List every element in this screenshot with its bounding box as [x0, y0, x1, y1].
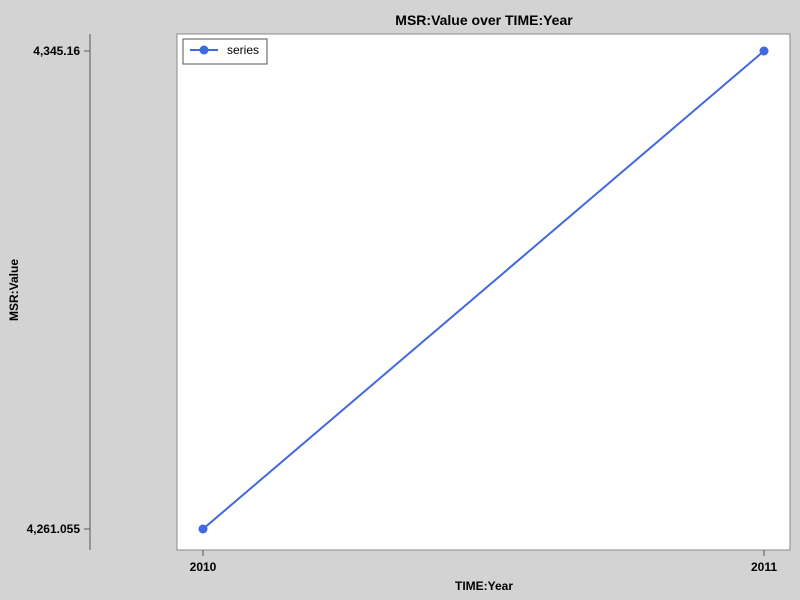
x-tick-label: 2011: [751, 560, 777, 574]
series-line: [202, 50, 765, 530]
legend: series: [182, 38, 268, 65]
legend-label: series: [227, 43, 259, 57]
legend-marker-swatch: [199, 45, 209, 55]
series-layer: [198, 46, 769, 534]
y-tick-label: 4,345.16: [33, 44, 80, 58]
x-ticks: 2010 2011: [190, 550, 777, 574]
x-tick-label: 2010: [190, 560, 217, 574]
y-tick-label: 4,261.055: [27, 522, 81, 536]
chart-title: MSR:Value over TIME:Year: [395, 12, 573, 28]
legend-box: [182, 38, 268, 65]
data-point: [198, 524, 208, 534]
y-ticks: 4,261.055 4,345.16: [27, 44, 90, 536]
x-axis-label: TIME:Year: [455, 579, 513, 593]
data-point: [759, 46, 769, 56]
y-axis-label: MSR:Value: [7, 259, 21, 321]
